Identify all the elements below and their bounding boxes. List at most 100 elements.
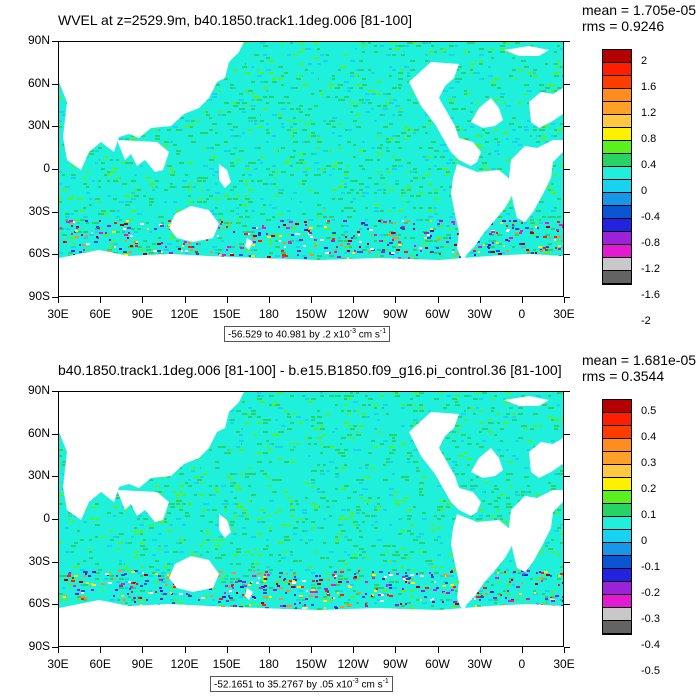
longitude-tick <box>521 297 523 303</box>
longitude-tick <box>521 647 523 653</box>
longitude-tick <box>437 647 439 653</box>
colorbar-label: 0 <box>641 535 648 547</box>
latitude-tick <box>564 391 570 392</box>
longitude-label: 120W <box>337 657 369 671</box>
colorbar-swatch <box>603 478 631 491</box>
map-area <box>58 41 564 297</box>
longitude-tick <box>353 297 355 303</box>
longitude-label: 150W <box>295 307 327 321</box>
colorbar-label: -2 <box>641 315 651 327</box>
land-mask <box>59 392 563 646</box>
colorbar-swatch <box>603 400 631 413</box>
colorbar-label: 1.6 <box>641 81 657 93</box>
colorbar-swatch <box>603 608 631 621</box>
latitude-tick <box>564 433 570 435</box>
longitude-label: 90E <box>131 307 153 321</box>
colorbar-swatch <box>603 206 631 219</box>
colorbar-swatch <box>603 426 631 439</box>
latitude-tick <box>564 211 570 213</box>
colorbar-swatch <box>603 102 631 115</box>
latitude-tick <box>564 126 570 128</box>
colorbar-swatch <box>603 180 631 193</box>
colorbar-swatch <box>603 556 631 569</box>
longitude-tick <box>100 297 102 303</box>
colorbar-swatch <box>603 595 631 608</box>
land-mask <box>59 42 563 296</box>
colorbar-swatch <box>603 258 631 271</box>
latitude-tick <box>52 433 58 435</box>
colorbar-swatch <box>603 141 631 154</box>
latitude-tick <box>564 41 570 42</box>
latitude-tick <box>52 604 58 606</box>
colorbar-swatch <box>603 543 631 556</box>
longitude-label: 30E <box>553 307 575 321</box>
colorbar-label: 0.8 <box>641 133 657 145</box>
latitude-tick <box>52 211 58 213</box>
latitude-tick <box>52 297 58 298</box>
longitude-tick <box>353 647 355 653</box>
colorbar-swatch <box>603 491 631 504</box>
range-info-box: -56.529 to 40.981 by .2 x10-3 cm s-1 <box>224 326 391 343</box>
longitude-tick <box>395 647 397 653</box>
latitude-tick <box>52 647 58 648</box>
longitude-tick <box>226 297 228 303</box>
rms-value: rms = 0.9246 <box>582 18 665 34</box>
longitude-label: 30E <box>553 657 575 671</box>
longitude-label: 150E <box>212 307 241 321</box>
mean-value: mean = 1.705e-05 <box>582 2 697 18</box>
latitude-tick <box>564 254 570 256</box>
longitude-label: 60E <box>89 657 111 671</box>
latitude-tick <box>52 519 58 520</box>
colorbar-swatch <box>603 76 631 89</box>
longitude-label: 120E <box>170 657 199 671</box>
colorbar-label: 0.4 <box>641 159 657 171</box>
ocean-field-map <box>59 392 563 646</box>
latitude-label: 60N <box>27 425 50 440</box>
colorbar-label: 0.2 <box>641 483 657 495</box>
longitude-label: 150E <box>212 657 241 671</box>
colorbar-swatch <box>603 621 631 634</box>
longitude-tick <box>311 297 312 303</box>
latitude-tick <box>564 604 570 606</box>
colorbar-label: -0.8 <box>641 237 660 249</box>
colorbar-swatch <box>603 63 631 76</box>
colorbar-swatch <box>603 115 631 128</box>
latitude-tick <box>52 254 58 256</box>
latitude-tick <box>564 519 570 520</box>
latitude-tick <box>564 476 570 478</box>
colorbar-swatch <box>603 452 631 465</box>
longitude-label: 120E <box>170 307 199 321</box>
latitude-label: 30S <box>28 203 50 218</box>
colorbar-swatch <box>603 271 631 284</box>
longitude-label: 30E <box>47 307 69 321</box>
longitude-tick <box>479 647 481 653</box>
latitude-label: 90S <box>28 639 50 653</box>
colorbar-swatch <box>603 50 631 63</box>
latitude-tick <box>52 391 58 392</box>
longitude-label: 150W <box>295 657 327 671</box>
colorbar <box>602 49 632 285</box>
longitude-tick <box>268 297 270 303</box>
panel-title: WVEL at z=2529.9m, b40.1850.track1.1deg.… <box>58 12 412 28</box>
latitude-label: 30N <box>27 118 50 133</box>
longitude-label: 60W <box>425 657 450 671</box>
colorbar-swatch <box>603 517 631 530</box>
colorbar-label: -0.4 <box>641 211 660 223</box>
colorbar-swatch <box>603 413 631 426</box>
longitude-tick <box>479 297 481 303</box>
colorbar-label: -1.6 <box>641 289 660 301</box>
colorbar-swatch <box>603 465 631 478</box>
longitude-label: 180 <box>258 657 279 671</box>
longitude-tick <box>184 297 186 303</box>
colorbar-swatch <box>603 582 631 595</box>
latitude-tick <box>52 83 58 85</box>
panel-title: b40.1850.track1.1deg.006 [81-100] - b.e1… <box>58 362 562 378</box>
colorbar-label: 0.5 <box>641 405 657 417</box>
longitude-tick <box>58 297 59 303</box>
longitude-label: 0 <box>518 307 526 321</box>
colorbar-swatch <box>603 569 631 582</box>
longitude-label: 0 <box>518 657 526 671</box>
colorbar-label: 0.3 <box>641 457 657 469</box>
colorbar-swatch <box>603 504 631 517</box>
longitude-tick <box>268 647 270 653</box>
